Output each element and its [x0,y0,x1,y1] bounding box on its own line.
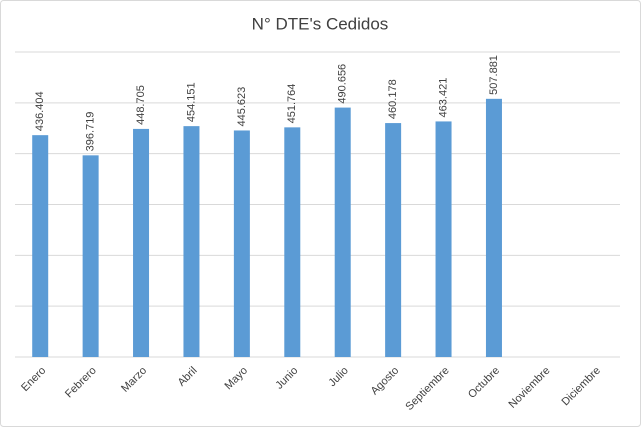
bar [385,123,402,358]
value-label: 448.705 [135,85,147,125]
value-label: 463.421 [437,78,449,118]
bar [485,98,502,358]
value-label: 436.404 [34,91,46,131]
bar [183,126,200,357]
bar [284,127,301,357]
value-label: 460.178 [387,79,399,119]
bar [133,128,150,357]
value-label: 451.764 [286,84,298,124]
bar [32,135,49,357]
value-label: 396.719 [85,112,97,152]
value-label: 507.881 [488,55,500,95]
bar [233,130,250,357]
bar [435,121,452,357]
bar [334,107,351,358]
value-label: 490.656 [337,64,349,104]
chart-title: N° DTE's Cedidos [252,14,389,33]
value-label: 445.623 [236,87,248,127]
value-label: 454.151 [185,82,197,122]
bar [82,155,99,357]
